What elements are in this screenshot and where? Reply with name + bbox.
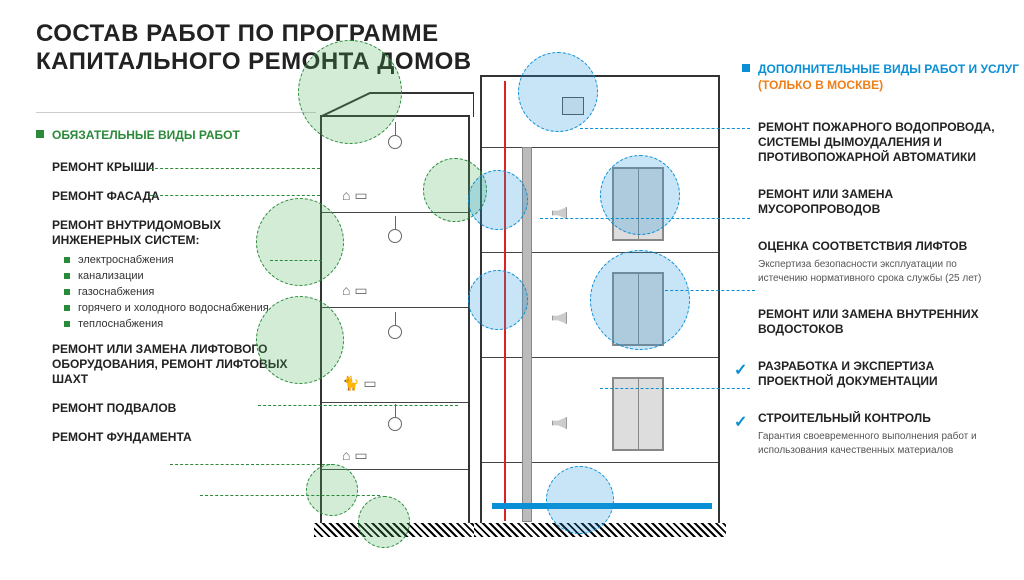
right-item-docs: ✓ РАЗРАБОТКА И ЭКСПЕРТИЗА ПРОЕКТНОЙ ДОКУ…: [758, 359, 1008, 389]
lead-line: [170, 464, 330, 465]
left-section-marker: [36, 130, 44, 138]
right-item-control: ✓ СТРОИТЕЛЬНЫЙ КОНТРОЛЬ Гарантия своевре…: [758, 411, 1008, 457]
right-item-lift-assess: ОЦЕНКА СООТВЕТСТВИЯ ЛИФТОВ Экспертиза бе…: [758, 239, 1008, 285]
sublist-item: газоснабжения: [64, 286, 312, 298]
lead-line: [540, 218, 750, 219]
lead-line: [200, 495, 380, 496]
right-item-drains: РЕМОНТ ИЛИ ЗАМЕНА ВНУТРЕННИХ ВОДОСТОКОВ: [758, 307, 1008, 337]
lead-line: [665, 290, 755, 291]
left-section-label: ОБЯЗАТЕЛЬНЫЕ ВИДЫ РАБОТ: [52, 128, 240, 142]
speaker-icon: [552, 417, 567, 429]
title-line1: СОСТАВ РАБОТ ПО ПРОГРАММЕ: [36, 20, 472, 48]
lead-line: [150, 195, 320, 196]
lead-line: [600, 388, 750, 389]
left-item-foundation: РЕМОНТ ФУНДАМЕНТА: [52, 430, 312, 445]
lead-line: [270, 260, 322, 261]
right-section-label: ДОПОЛНИТЕЛЬНЫЕ ВИДЫ РАБОТ И УСЛУГ (ТОЛЬК…: [758, 62, 1024, 93]
check-icon: ✓: [734, 361, 747, 381]
check-icon: ✓: [734, 413, 747, 433]
lead-line: [150, 168, 320, 169]
speaker-icon: [552, 312, 567, 324]
right-section-marker: [742, 64, 750, 72]
left-item-facade: РЕМОНТ ФАСАДА: [52, 189, 312, 204]
lead-line: [580, 128, 750, 129]
divider: [36, 112, 316, 113]
title-line2: КАПИТАЛЬНОГО РЕМОНТА ДОМОВ: [36, 48, 472, 76]
right-item-chute: РЕМОНТ ИЛИ ЗАМЕНА МУСОРОПРОВОДОВ: [758, 187, 1008, 217]
left-item-basement: РЕМОНТ ПОДВАЛОВ: [52, 401, 312, 416]
right-item-fire: РЕМОНТ ПОЖАРНОГО ВОДОПРОВОДА, СИСТЕМЫ ДЫ…: [758, 120, 1008, 165]
page-title: СОСТАВ РАБОТ ПО ПРОГРАММЕ КАПИТАЛЬНОГО Р…: [36, 20, 472, 75]
right-list: РЕМОНТ ПОЖАРНОГО ВОДОПРОВОДА, СИСТЕМЫ ДЫ…: [758, 120, 1008, 479]
lead-line: [258, 405, 458, 406]
